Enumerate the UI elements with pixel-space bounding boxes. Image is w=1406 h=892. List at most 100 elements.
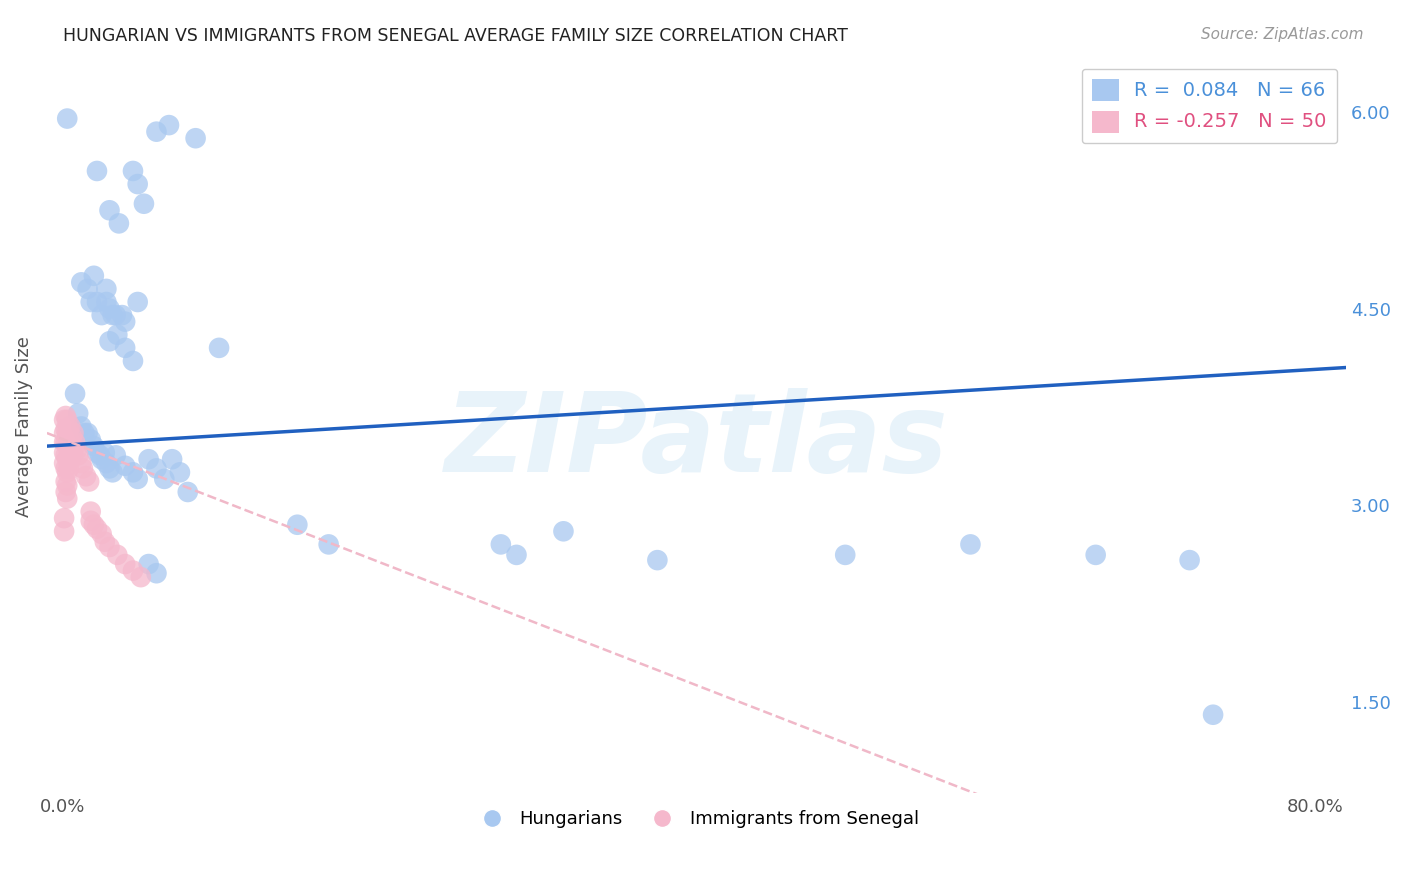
Point xyxy=(59,452,82,467)
Point xyxy=(67,448,90,462)
Point xyxy=(90,452,112,467)
Point xyxy=(86,522,108,536)
Point xyxy=(62,443,84,458)
Point xyxy=(58,422,80,436)
Point xyxy=(67,406,90,420)
Point xyxy=(96,282,118,296)
Text: Source: ZipAtlas.com: Source: ZipAtlas.com xyxy=(1201,27,1364,42)
Point xyxy=(55,485,77,500)
Point xyxy=(122,164,145,178)
Point xyxy=(59,435,82,450)
Point xyxy=(75,469,97,483)
Point xyxy=(53,413,76,427)
Point xyxy=(60,445,83,459)
Text: ZIPatlas: ZIPatlas xyxy=(444,388,949,495)
Point xyxy=(53,511,76,525)
Point xyxy=(55,409,77,423)
Point xyxy=(56,491,79,506)
Point xyxy=(505,548,527,562)
Point xyxy=(108,216,131,230)
Point xyxy=(318,537,340,551)
Point xyxy=(58,461,80,475)
Point xyxy=(489,537,512,551)
Point xyxy=(1084,548,1107,562)
Point xyxy=(177,485,200,500)
Point xyxy=(114,557,136,571)
Point xyxy=(101,466,124,480)
Point xyxy=(132,196,155,211)
Point xyxy=(105,327,128,342)
Point xyxy=(83,517,105,532)
Point xyxy=(98,301,121,316)
Point xyxy=(285,517,308,532)
Point xyxy=(53,456,76,470)
Point xyxy=(959,537,981,551)
Point xyxy=(60,430,83,444)
Point xyxy=(70,419,93,434)
Legend: Hungarians, Immigrants from Senegal: Hungarians, Immigrants from Senegal xyxy=(467,803,927,836)
Point xyxy=(169,466,191,480)
Point xyxy=(127,295,149,310)
Point xyxy=(157,118,180,132)
Point xyxy=(86,445,108,459)
Point xyxy=(53,524,76,539)
Point xyxy=(94,445,117,459)
Point xyxy=(55,475,77,489)
Point xyxy=(56,439,79,453)
Point xyxy=(96,295,118,310)
Point xyxy=(86,164,108,178)
Point xyxy=(83,268,105,283)
Point xyxy=(98,334,121,349)
Point xyxy=(1178,553,1201,567)
Point xyxy=(127,177,149,191)
Point xyxy=(104,448,127,462)
Point xyxy=(56,452,79,467)
Point xyxy=(89,448,111,462)
Point xyxy=(98,540,121,554)
Point xyxy=(55,461,77,475)
Point xyxy=(80,505,103,519)
Point xyxy=(72,461,94,475)
Point xyxy=(145,125,167,139)
Point xyxy=(114,458,136,473)
Point xyxy=(53,445,76,459)
Point xyxy=(96,456,118,470)
Point xyxy=(80,433,103,447)
Point xyxy=(145,461,167,475)
Point xyxy=(104,308,127,322)
Point xyxy=(127,472,149,486)
Point xyxy=(55,448,77,462)
Point xyxy=(53,425,76,440)
Point xyxy=(55,422,77,436)
Point xyxy=(114,341,136,355)
Point xyxy=(76,425,98,440)
Point xyxy=(59,419,82,434)
Point xyxy=(114,315,136,329)
Point xyxy=(63,435,86,450)
Point xyxy=(58,435,80,450)
Point xyxy=(553,524,575,539)
Point xyxy=(129,570,152,584)
Point xyxy=(98,461,121,475)
Point xyxy=(62,425,84,440)
Point xyxy=(70,276,93,290)
Point xyxy=(101,308,124,322)
Point xyxy=(184,131,207,145)
Point xyxy=(105,548,128,562)
Point xyxy=(122,354,145,368)
Point xyxy=(153,472,176,486)
Point xyxy=(56,478,79,492)
Point xyxy=(83,439,105,453)
Point xyxy=(66,443,89,458)
Point xyxy=(111,308,134,322)
Point xyxy=(208,341,231,355)
Y-axis label: Average Family Size: Average Family Size xyxy=(15,336,32,516)
Point xyxy=(70,456,93,470)
Point xyxy=(63,386,86,401)
Point xyxy=(138,452,160,467)
Point xyxy=(76,282,98,296)
Point xyxy=(122,564,145,578)
Point xyxy=(160,452,183,467)
Text: HUNGARIAN VS IMMIGRANTS FROM SENEGAL AVERAGE FAMILY SIZE CORRELATION CHART: HUNGARIAN VS IMMIGRANTS FROM SENEGAL AVE… xyxy=(63,27,848,45)
Point xyxy=(56,413,79,427)
